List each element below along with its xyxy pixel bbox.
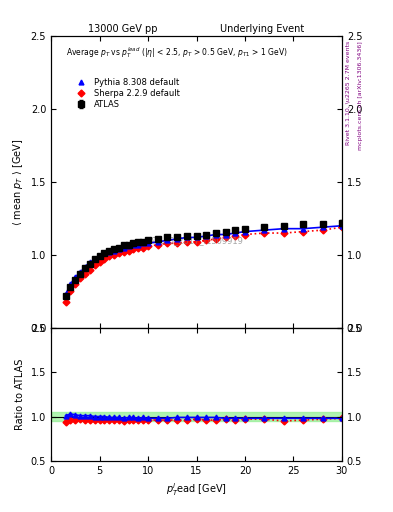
Sherpa 2.2.9 default <box>340 224 344 230</box>
X-axis label: $p_T^l$ead [GeV]: $p_T^l$ead [GeV] <box>166 481 227 498</box>
Sherpa 2.2.9 default <box>320 227 325 233</box>
Pythia 8.308 default <box>242 228 247 234</box>
Y-axis label: Ratio to ATLAS: Ratio to ATLAS <box>15 359 25 430</box>
Pythia 8.308 default <box>155 239 160 245</box>
Pythia 8.308 default <box>88 259 92 265</box>
Pythia 8.308 default <box>233 230 238 236</box>
Sherpa 2.2.9 default <box>78 275 83 282</box>
Sherpa 2.2.9 default <box>204 237 209 243</box>
Pythia 8.308 default <box>102 250 107 257</box>
Pythia 8.308 default <box>107 249 112 255</box>
Pythia 8.308 default <box>175 236 180 242</box>
Pythia 8.308 default <box>262 227 267 233</box>
Sherpa 2.2.9 default <box>126 247 131 253</box>
Pythia 8.308 default <box>121 245 126 251</box>
Sherpa 2.2.9 default <box>117 250 121 257</box>
Pythia 8.308 default <box>184 234 189 241</box>
Pythia 8.308 default <box>68 281 73 287</box>
Pythia 8.308 default <box>340 223 344 229</box>
Pythia 8.308 default <box>63 291 68 297</box>
Pythia 8.308 default <box>73 274 78 280</box>
Sherpa 2.2.9 default <box>223 234 228 241</box>
Pythia 8.308 default <box>213 231 218 238</box>
Sherpa 2.2.9 default <box>155 242 160 248</box>
Sherpa 2.2.9 default <box>262 230 267 236</box>
Pythia 8.308 default <box>78 269 83 275</box>
Sherpa 2.2.9 default <box>194 239 199 245</box>
Legend: Pythia 8.308 default, Sherpa 2.2.9 default, ATLAS: Pythia 8.308 default, Sherpa 2.2.9 defau… <box>70 75 183 112</box>
Sherpa 2.2.9 default <box>102 257 107 263</box>
Pythia 8.308 default <box>97 253 102 260</box>
Pythia 8.308 default <box>223 231 228 238</box>
Sherpa 2.2.9 default <box>73 281 78 287</box>
Pythia 8.308 default <box>126 243 131 249</box>
Sherpa 2.2.9 default <box>301 228 305 234</box>
Pythia 8.308 default <box>83 264 87 270</box>
Sherpa 2.2.9 default <box>131 246 136 252</box>
Sherpa 2.2.9 default <box>146 243 151 249</box>
Pythia 8.308 default <box>141 240 145 246</box>
Sherpa 2.2.9 default <box>165 240 170 246</box>
Line: Pythia 8.308 default: Pythia 8.308 default <box>63 223 344 297</box>
Bar <box>51 412 342 421</box>
Pythia 8.308 default <box>301 226 305 232</box>
Sherpa 2.2.9 default <box>83 271 87 277</box>
Sherpa 2.2.9 default <box>175 240 180 246</box>
Sherpa 2.2.9 default <box>88 266 92 272</box>
Pythia 8.308 default <box>136 242 141 248</box>
Y-axis label: $\langle$ mean $p_T$ $\rangle$ [GeV]: $\langle$ mean $p_T$ $\rangle$ [GeV] <box>11 138 25 226</box>
Sherpa 2.2.9 default <box>136 245 141 251</box>
Text: Average $p_T$ vs $p_T^{lead}$ ($|\eta|$ < 2.5, $p_T$ > 0.5 GeV, $p_{T1}$ > 1 GeV: Average $p_T$ vs $p_T^{lead}$ ($|\eta|$ … <box>66 45 287 59</box>
Sherpa 2.2.9 default <box>112 252 116 258</box>
Pythia 8.308 default <box>165 237 170 243</box>
Sherpa 2.2.9 default <box>233 233 238 239</box>
Pythia 8.308 default <box>281 226 286 232</box>
Pythia 8.308 default <box>92 257 97 263</box>
Pythia 8.308 default <box>320 224 325 230</box>
Pythia 8.308 default <box>204 233 209 239</box>
Pythia 8.308 default <box>194 234 199 241</box>
Sherpa 2.2.9 default <box>141 245 145 251</box>
Sherpa 2.2.9 default <box>68 288 73 294</box>
Sherpa 2.2.9 default <box>107 253 112 260</box>
Title: 13000 GeV pp                    Underlying Event: 13000 GeV pp Underlying Event <box>88 24 305 34</box>
Sherpa 2.2.9 default <box>281 230 286 236</box>
Sherpa 2.2.9 default <box>63 298 68 305</box>
Sherpa 2.2.9 default <box>213 236 218 242</box>
Pythia 8.308 default <box>117 246 121 252</box>
Text: mcplots.cern.ch [arXiv:1306.3436]: mcplots.cern.ch [arXiv:1306.3436] <box>358 41 363 150</box>
Text: Rivet 3.1.10, \u2265 2.7M events: Rivet 3.1.10, \u2265 2.7M events <box>346 41 351 145</box>
Pythia 8.308 default <box>131 242 136 248</box>
Sherpa 2.2.9 default <box>97 259 102 265</box>
Line: Sherpa 2.2.9 default: Sherpa 2.2.9 default <box>63 225 344 304</box>
Text: ATLAS_2017_I1509919: ATLAS_2017_I1509919 <box>149 236 244 245</box>
Sherpa 2.2.9 default <box>92 262 97 268</box>
Sherpa 2.2.9 default <box>184 239 189 245</box>
Sherpa 2.2.9 default <box>121 249 126 255</box>
Pythia 8.308 default <box>146 240 151 246</box>
Pythia 8.308 default <box>112 247 116 253</box>
Sherpa 2.2.9 default <box>242 231 247 238</box>
